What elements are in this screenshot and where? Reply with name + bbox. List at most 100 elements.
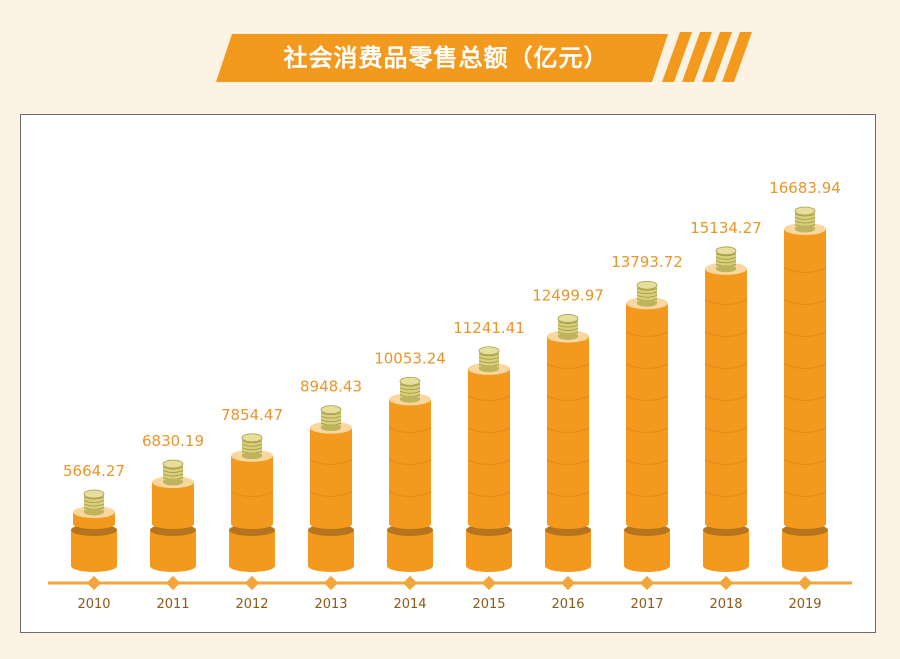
coin-ridge bbox=[320, 415, 342, 419]
tick-label-2018: 2018 bbox=[709, 597, 742, 612]
coin-top bbox=[162, 459, 184, 469]
bar-body bbox=[626, 303, 668, 524]
axis-marker-2017 bbox=[639, 575, 655, 591]
bar-segment-line bbox=[546, 363, 590, 369]
bar-segment-line bbox=[704, 299, 748, 305]
axis-marker-2012 bbox=[244, 575, 260, 591]
bar-segment-line bbox=[783, 427, 827, 433]
axis-marker-2011 bbox=[165, 575, 181, 591]
tick-label-2014: 2014 bbox=[393, 597, 426, 612]
bar-body-bottom bbox=[547, 519, 589, 529]
bar-segment-line bbox=[546, 491, 590, 497]
bar-segment-line bbox=[783, 363, 827, 369]
bar-segment-line bbox=[625, 427, 669, 433]
tick-label-2010: 2010 bbox=[77, 597, 110, 612]
tick-label-2019: 2019 bbox=[788, 597, 821, 612]
title-banner-shape bbox=[216, 34, 668, 82]
coin-ridge bbox=[715, 253, 737, 257]
axis-marker-2013 bbox=[323, 575, 339, 591]
coin-ridge bbox=[715, 260, 737, 264]
bar-base-bottom bbox=[466, 560, 512, 572]
coin-bottom bbox=[558, 332, 578, 340]
bar-segment-line bbox=[704, 491, 748, 497]
bar-body-bottom bbox=[73, 519, 115, 529]
value-label-2017: 13793.72 bbox=[611, 253, 683, 271]
coin-ridge bbox=[241, 440, 263, 444]
chart-title: 社会消费品零售总额（亿元） bbox=[283, 44, 609, 72]
bar-body-bottom bbox=[784, 519, 826, 529]
bar-base-bottom bbox=[387, 560, 433, 572]
bar-segment-line bbox=[783, 491, 827, 497]
coin-top bbox=[715, 246, 737, 256]
coin-bottom bbox=[637, 299, 657, 307]
bar-segment-line bbox=[704, 459, 748, 465]
coin-top bbox=[320, 405, 342, 415]
coin-ridge bbox=[636, 291, 658, 295]
bar-2015 bbox=[466, 346, 512, 572]
value-label-2015: 11241.41 bbox=[453, 319, 525, 337]
coin-ridge bbox=[557, 324, 579, 328]
coin-top bbox=[636, 280, 658, 290]
bar-segment-line bbox=[388, 491, 432, 497]
bar-segment-line bbox=[546, 427, 590, 433]
bar-body bbox=[310, 427, 352, 524]
value-label-2014: 10053.24 bbox=[374, 349, 446, 367]
coin-bottom bbox=[84, 508, 104, 516]
value-label-2019: 16683.94 bbox=[769, 179, 841, 197]
tick-label-2016: 2016 bbox=[551, 597, 584, 612]
coin-ridge bbox=[399, 383, 421, 387]
coin-bottom bbox=[163, 478, 183, 486]
bar-segment-line bbox=[546, 395, 590, 401]
bar-segment-line bbox=[783, 395, 827, 401]
coin-ridge bbox=[162, 470, 184, 473]
coin-ridge bbox=[794, 220, 816, 224]
bar-segment-line bbox=[467, 395, 511, 401]
bar-segment-line bbox=[783, 267, 827, 273]
axis-marker-2014 bbox=[402, 575, 418, 591]
bar-2011 bbox=[150, 459, 196, 572]
coin-ridge bbox=[83, 500, 105, 503]
coin-top bbox=[241, 433, 263, 443]
bar-segment-line bbox=[388, 459, 432, 465]
bar-body bbox=[705, 268, 747, 524]
banner-stripe-4 bbox=[722, 32, 752, 82]
bar-segment-line bbox=[625, 491, 669, 497]
bar-2010 bbox=[71, 489, 117, 572]
coin-ridge bbox=[557, 328, 579, 331]
coin-ridge bbox=[162, 466, 184, 470]
bar-segment-line bbox=[467, 491, 511, 497]
bar-segment-line bbox=[704, 395, 748, 401]
axis-marker-2018 bbox=[718, 575, 734, 591]
tick-label-2011: 2011 bbox=[156, 597, 189, 612]
bar-body-bottom bbox=[626, 519, 668, 529]
value-label-2012: 7854.47 bbox=[221, 406, 283, 424]
bar-segment-line bbox=[467, 427, 511, 433]
coin-ridge bbox=[320, 412, 342, 416]
bar-segment-line bbox=[467, 459, 511, 465]
bar-2012 bbox=[229, 433, 275, 572]
x-axis bbox=[48, 575, 852, 591]
bar-base-bottom bbox=[782, 560, 828, 572]
coin-ridge bbox=[478, 353, 500, 357]
coin-bottom bbox=[242, 452, 262, 460]
bar-body-bottom bbox=[310, 519, 352, 529]
bar-2013 bbox=[308, 405, 354, 572]
bar-body bbox=[231, 455, 273, 524]
coin-ridge bbox=[241, 443, 263, 447]
coin-ridge bbox=[636, 294, 658, 298]
bar-body-bottom bbox=[468, 519, 510, 529]
coin-ridge bbox=[478, 356, 500, 360]
coin-ridge bbox=[241, 447, 263, 451]
bar-body-bottom bbox=[152, 519, 194, 529]
coin-bottom bbox=[716, 265, 736, 273]
bar-base-bottom bbox=[229, 560, 275, 572]
bar-body bbox=[152, 482, 194, 524]
tick-label-2012: 2012 bbox=[235, 597, 268, 612]
bar-segment-line bbox=[625, 331, 669, 337]
coin-top bbox=[557, 314, 579, 323]
value-label-2010: 5664.27 bbox=[63, 462, 125, 480]
bar-body bbox=[468, 368, 510, 524]
bar-segment-line bbox=[783, 459, 827, 465]
bar-body bbox=[784, 229, 826, 524]
